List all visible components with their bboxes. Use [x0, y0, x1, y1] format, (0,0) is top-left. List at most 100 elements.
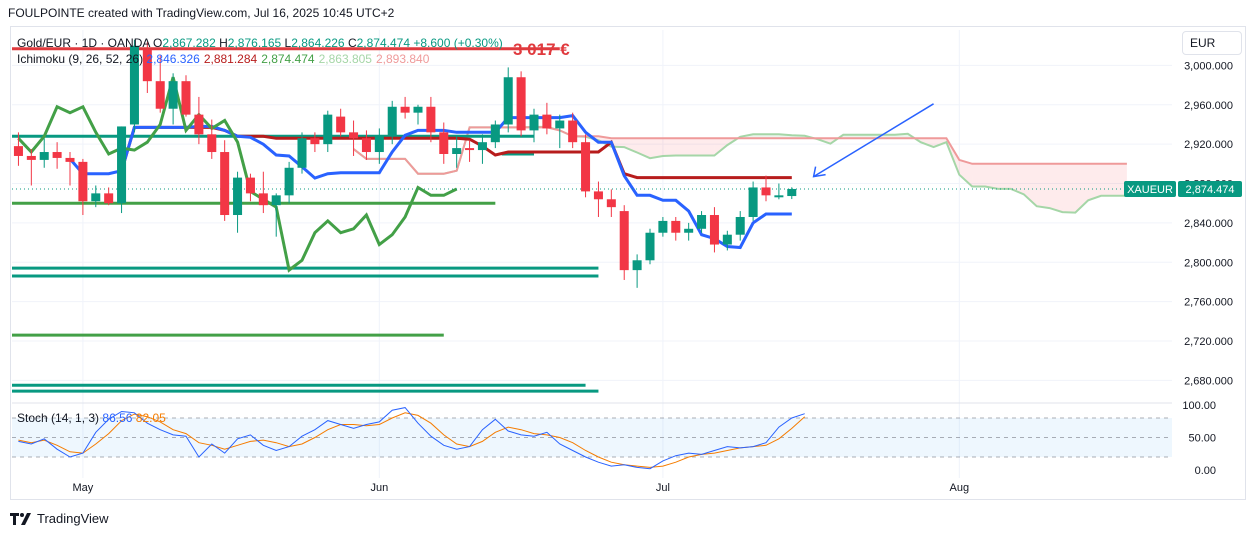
candle-body	[297, 138, 307, 168]
candle	[774, 183, 784, 200]
symbol-price-tag: XAUEUR 2,874.474	[1124, 180, 1242, 197]
candle	[529, 108, 539, 143]
candle-body	[709, 215, 719, 245]
candle-body	[26, 155, 36, 160]
open-value: 2,867.282	[162, 36, 216, 50]
price-axis-tick: 3,000.000	[1184, 60, 1233, 72]
cloud-segment	[1062, 163, 1076, 213]
close-value: 2,874.474	[356, 36, 411, 50]
candle-body	[181, 81, 191, 115]
candle-body	[452, 148, 462, 154]
candle	[181, 75, 191, 117]
change-value: +8.600 (+0.30%)	[413, 36, 503, 50]
candle-body	[400, 106, 410, 113]
candle	[516, 71, 526, 137]
candle-body	[374, 136, 384, 153]
ichimoku-value-2: 2,874.474	[261, 52, 315, 66]
candle-body	[168, 81, 178, 109]
candle	[619, 205, 629, 280]
price-axis-tick: 2,720.000	[1184, 336, 1233, 348]
price-axis-tick: 2,920.000	[1184, 139, 1233, 151]
candle	[658, 216, 668, 237]
high-label: H	[219, 36, 228, 50]
high-value: 2,876.165	[227, 36, 282, 50]
stoch-k-value: 86.56	[102, 411, 133, 425]
candle	[91, 185, 101, 208]
symbol-tag-box	[1124, 180, 1176, 197]
candle-body	[735, 216, 745, 235]
month-label: Jun	[370, 482, 388, 494]
ichimoku-value-1: 2,881.284	[203, 52, 258, 66]
candle-body	[233, 177, 243, 216]
candle-body	[632, 260, 642, 271]
low-value: 2,864.226	[291, 36, 345, 50]
cloud-segment	[1023, 163, 1037, 207]
month-label: Aug	[950, 482, 970, 494]
candle	[606, 189, 616, 217]
candle-body	[503, 77, 513, 125]
candle-body	[207, 134, 217, 153]
stoch-d-value: 82.05	[135, 411, 166, 425]
candle	[245, 173, 255, 202]
candle-body	[684, 228, 694, 233]
low-label: L	[284, 36, 292, 50]
footer-brand: TradingView	[10, 511, 109, 526]
ichimoku-value-4: 2,893.840	[375, 52, 430, 66]
symbol-tag-text: XAUEUR	[1127, 184, 1173, 196]
candle-body	[658, 220, 668, 233]
month-label: May	[72, 482, 93, 494]
cloud-segment	[1010, 163, 1024, 195]
ichimoku-label: Ichimoku (9, 26, 52, 26)	[17, 52, 144, 66]
footer-brand-text: TradingView	[37, 511, 109, 526]
candle	[284, 161, 294, 204]
candle-body	[555, 120, 565, 129]
candle-body	[78, 161, 88, 202]
chart-header-title: FOULPOINTE created with TradingView.com,…	[8, 6, 395, 20]
time-axis: May Jun Jul Aug	[72, 482, 969, 494]
candle	[104, 187, 114, 206]
cloud-segment	[1088, 163, 1102, 201]
candle	[26, 149, 36, 186]
cloud-segment	[1101, 163, 1114, 196]
candle-body	[426, 106, 436, 133]
candle	[697, 211, 707, 233]
candle	[477, 134, 487, 164]
cloud-segment	[985, 163, 998, 189]
stoch-axis-tick: 50.00	[1188, 433, 1216, 445]
candle	[349, 120, 359, 156]
candle	[684, 222, 694, 241]
annotation-arrow-head	[812, 166, 826, 178]
symbol-name: Gold/EUR · 1D · OANDA	[17, 36, 150, 50]
stoch-d-line	[18, 412, 806, 468]
stoch-axis-tick: 0.00	[1195, 465, 1216, 477]
candle-body	[284, 167, 294, 196]
ichimoku-legend: Ichimoku (9, 26, 52, 26) 2,846.326 2,881.…	[17, 51, 433, 67]
candle-body	[387, 106, 397, 137]
candle	[323, 110, 333, 153]
cloud-segment	[714, 138, 728, 156]
stoch-label: Stoch (14, 1, 3)	[17, 411, 100, 425]
candle	[542, 102, 552, 135]
candle-body	[697, 215, 707, 229]
candle	[465, 140, 475, 162]
price-axis-tick: 2,800.000	[1184, 257, 1233, 269]
candle	[555, 114, 565, 149]
candle	[142, 41, 152, 93]
candle-body	[593, 191, 603, 200]
candle	[155, 55, 165, 113]
cloud-segment	[624, 138, 638, 153]
currency-selector[interactable]: EUR	[1182, 31, 1242, 55]
candle	[258, 171, 268, 214]
candle-body	[336, 116, 346, 133]
candle	[503, 67, 513, 133]
candle-body	[65, 157, 75, 162]
candle-body	[619, 211, 629, 271]
stoch-legend: Stoch (14, 1, 3) 86.56 82.05	[17, 410, 166, 426]
candle	[336, 108, 346, 137]
cloud-segment	[1114, 163, 1127, 196]
candle	[426, 96, 436, 143]
candle-body	[52, 152, 62, 158]
cloud-segment	[998, 163, 1011, 189]
close-label: C	[347, 36, 357, 50]
